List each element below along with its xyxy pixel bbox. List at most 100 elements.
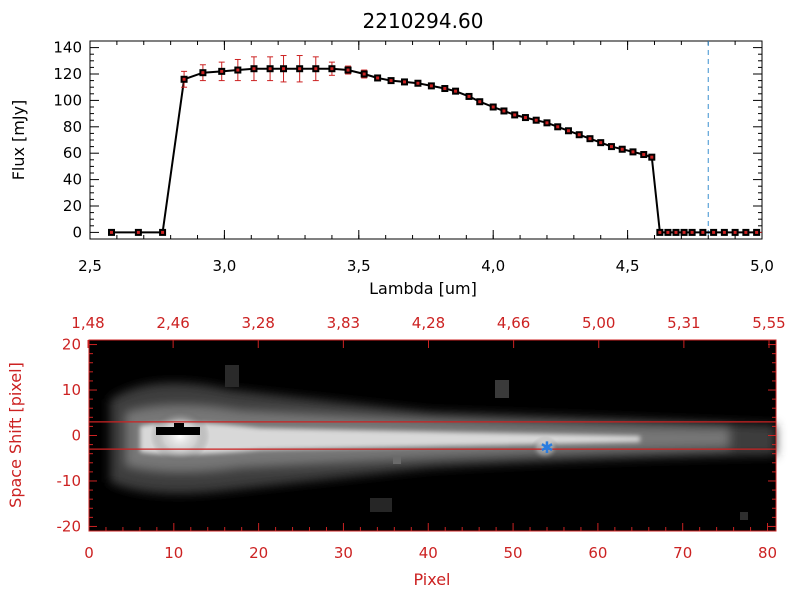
- spectrum-panel: 2210294.60 2,5 3,0 3,5 4,0 4,5 5,0 0 20 40 60 80 10…: [9, 9, 774, 298]
- top-tick-label: 3,83: [327, 314, 360, 332]
- data-point-center: [330, 67, 334, 71]
- x-tick-label: 20: [249, 544, 268, 562]
- image-y-label: Space Shift [pixel]: [6, 362, 25, 508]
- data-point-center: [599, 141, 603, 145]
- data-point-center: [534, 118, 538, 122]
- data-point-center: [755, 230, 759, 234]
- data-point-center: [110, 230, 114, 234]
- x-tick-label: 5,0: [750, 257, 774, 275]
- data-point-center: [674, 230, 678, 234]
- x-tick-label: 4,0: [481, 257, 505, 275]
- data-point-center: [443, 87, 447, 91]
- data-point-center: [609, 145, 613, 149]
- data-point-center: [268, 67, 272, 71]
- data-point-center: [502, 109, 506, 113]
- x-tick-label: 80: [758, 544, 777, 562]
- data-point-center: [722, 230, 726, 234]
- y-tick-label: 0: [72, 223, 82, 241]
- x-tick-label: 30: [334, 544, 353, 562]
- noise-patch: [393, 456, 401, 464]
- bad-pixel-block-top: [174, 423, 184, 428]
- data-point-center: [642, 153, 646, 157]
- data-point-center: [620, 147, 624, 151]
- y-tick-label: -10: [57, 472, 82, 490]
- data-point-center: [650, 155, 654, 159]
- x-tick-label: 4,5: [616, 257, 640, 275]
- flux-line: [111, 67, 757, 234]
- data-point-center: [566, 129, 570, 133]
- y-tick-label: 100: [53, 91, 82, 109]
- data-point-center: [402, 80, 406, 84]
- y-tick-label: 0: [71, 427, 81, 445]
- data-point-center: [252, 67, 256, 71]
- bad-pixel-block: [156, 427, 200, 435]
- x-tick-label: 50: [504, 544, 523, 562]
- spectrum-axes: 2,5 3,0 3,5 4,0 4,5 5,0 0 20 40 60 80 100 120 140: [53, 39, 774, 275]
- data-point-center: [690, 230, 694, 234]
- y-tick-label: 140: [53, 39, 82, 57]
- data-point-center: [513, 113, 517, 117]
- data-point-center: [556, 125, 560, 129]
- x-tick-label: 3,0: [212, 257, 236, 275]
- data-point-center: [346, 68, 350, 72]
- top-tick-label: 4,28: [412, 314, 445, 332]
- data-point-center: [682, 230, 686, 234]
- top-tick-label: 5,00: [582, 314, 615, 332]
- data-point-center: [298, 67, 302, 71]
- data-point-center: [491, 105, 495, 109]
- data-point-center: [314, 67, 318, 71]
- data-point-center: [389, 79, 393, 83]
- x-tick-label: 3,5: [347, 257, 371, 275]
- spectrum-y-label: Flux [mJy]: [9, 100, 28, 181]
- data-point-center: [701, 230, 705, 234]
- y-tick-label: 10: [62, 381, 81, 399]
- data-point-center: [201, 71, 205, 75]
- y-tick-label: 20: [62, 336, 81, 354]
- noise-patch: [225, 365, 239, 387]
- y-tick-label: 60: [63, 144, 82, 162]
- x-tick-label: 60: [588, 544, 607, 562]
- y-tick-label: 80: [63, 118, 82, 136]
- trace-core: [140, 422, 640, 455]
- data-point-center: [220, 69, 224, 73]
- data-point-center: [666, 230, 670, 234]
- top-tick-label: 1,48: [71, 314, 104, 332]
- spectral-image: [89, 340, 776, 531]
- data-point-center: [136, 230, 140, 234]
- x-tick-label: 70: [673, 544, 692, 562]
- data-point-center: [416, 81, 420, 85]
- spectrum-marks: [108, 41, 762, 239]
- data-point-center: [733, 230, 737, 234]
- noise-patch: [495, 380, 509, 398]
- source-marker: ✱: [540, 438, 553, 457]
- data-point-center: [712, 230, 716, 234]
- data-point-center: [362, 72, 366, 76]
- noise-patch: [740, 512, 748, 520]
- secondary-knot: [531, 436, 559, 460]
- data-point-center: [454, 89, 458, 93]
- data-point-center: [545, 121, 549, 125]
- data-point-center: [523, 116, 527, 120]
- bright-knot: [150, 410, 210, 462]
- y-tick-label: 120: [53, 65, 82, 83]
- y-tick-label: 20: [63, 197, 82, 215]
- data-point-center: [429, 84, 433, 88]
- data-point-center: [478, 100, 482, 104]
- data-point-center: [744, 230, 748, 234]
- data-point-center: [376, 76, 380, 80]
- data-point-center: [161, 230, 165, 234]
- y-tick-label: -20: [57, 517, 82, 535]
- image-overlay: ✱: [89, 421, 776, 457]
- spectrum-title: 2210294.60: [363, 9, 484, 33]
- top-tick-label: 5,55: [752, 314, 785, 332]
- y-tick-label: 40: [63, 171, 82, 189]
- image-x-label: Pixel: [413, 570, 450, 589]
- data-point-center: [182, 77, 186, 81]
- data-point-center: [631, 150, 635, 154]
- x-tick-label: 0: [84, 544, 94, 562]
- data-point-center: [658, 230, 662, 234]
- top-tick-label: 4,66: [497, 314, 530, 332]
- top-tick-label: 5,31: [667, 314, 700, 332]
